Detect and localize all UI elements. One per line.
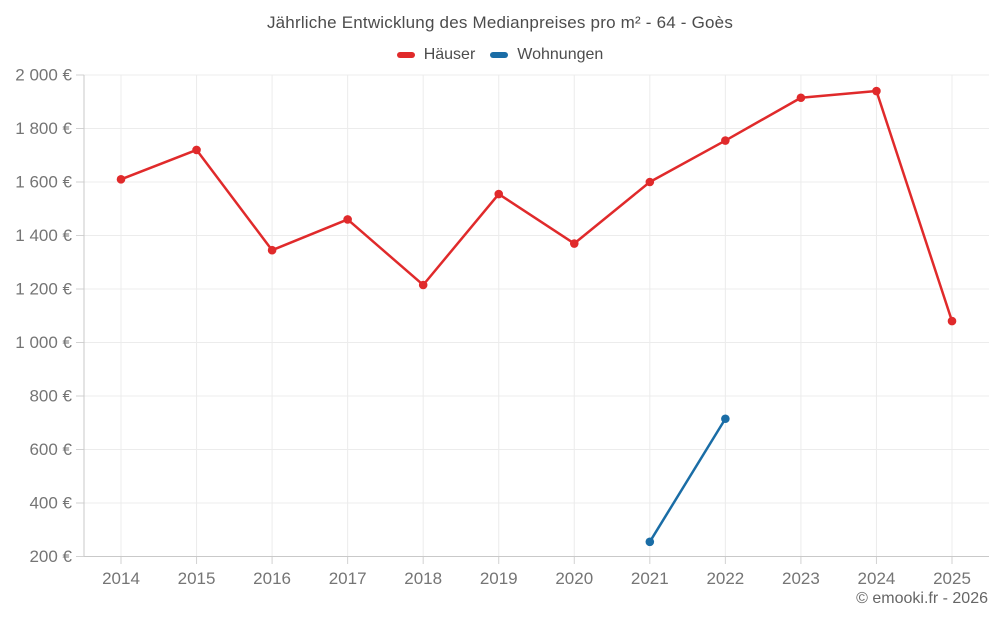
watermark-credit: © emooki.fr - 2026 bbox=[856, 590, 988, 607]
data-point-häuser bbox=[947, 316, 957, 326]
legend-label-wohnungen: Wohnungen bbox=[517, 46, 604, 63]
data-point-wohnungen bbox=[645, 537, 655, 547]
x-axis-label: 2020 bbox=[555, 569, 593, 588]
x-axis-label: 2022 bbox=[706, 569, 744, 588]
x-axis-label: 2023 bbox=[782, 569, 820, 588]
data-point-häuser bbox=[872, 86, 881, 96]
legend-item-wohnungen[interactable]: Wohnungen bbox=[490, 46, 603, 64]
y-axis-label: 1 200 € bbox=[15, 280, 72, 299]
data-point-häuser bbox=[116, 175, 126, 184]
y-axis-label: 200 € bbox=[29, 547, 72, 566]
data-point-häuser bbox=[418, 280, 428, 290]
chart-title: Jährliche Entwicklung des Medianpreises … bbox=[266, 13, 734, 32]
y-axis-label: 1 600 € bbox=[15, 173, 72, 192]
x-axis-label: 2019 bbox=[480, 569, 518, 588]
chart-legend: Häuser Wohnungen bbox=[0, 46, 1000, 64]
y-axis-label: 1 000 € bbox=[15, 333, 72, 352]
data-point-häuser bbox=[721, 136, 730, 145]
series-line-wohnungen bbox=[648, 417, 727, 544]
data-point-häuser bbox=[192, 145, 201, 155]
haeuser-series-swatch-icon bbox=[396, 52, 415, 58]
data-point-wohnungen bbox=[721, 414, 730, 424]
data-point-häuser bbox=[267, 245, 277, 255]
y-axis-label: 2 000 € bbox=[15, 66, 72, 85]
x-axis-label: 2016 bbox=[253, 569, 291, 588]
legend-item-haeuser[interactable]: Häuser bbox=[396, 46, 476, 64]
y-axis-label: 1 400 € bbox=[15, 226, 72, 245]
series-line-häuser bbox=[119, 89, 954, 323]
x-axis-label: 2015 bbox=[178, 569, 216, 588]
y-axis-label: 600 € bbox=[29, 440, 72, 459]
data-point-häuser bbox=[645, 177, 655, 187]
x-axis-label: 2021 bbox=[631, 569, 669, 588]
x-axis-label: 2024 bbox=[858, 569, 896, 588]
wohnungen-series-swatch-icon bbox=[490, 52, 509, 58]
x-axis-label: 2018 bbox=[404, 569, 442, 588]
data-point-häuser bbox=[569, 239, 579, 248]
y-axis-label: 1 800 € bbox=[15, 119, 72, 138]
x-axis-label: 2025 bbox=[933, 569, 971, 588]
x-axis-label: 2017 bbox=[329, 569, 367, 588]
data-point-häuser bbox=[494, 189, 504, 199]
x-axis-label: 2014 bbox=[102, 569, 140, 588]
data-point-häuser bbox=[343, 215, 352, 224]
y-axis-label: 800 € bbox=[29, 387, 72, 406]
y-axis-label: 400 € bbox=[29, 494, 72, 513]
legend-label-haeuser: Häuser bbox=[423, 46, 476, 63]
data-point-häuser bbox=[796, 93, 806, 103]
